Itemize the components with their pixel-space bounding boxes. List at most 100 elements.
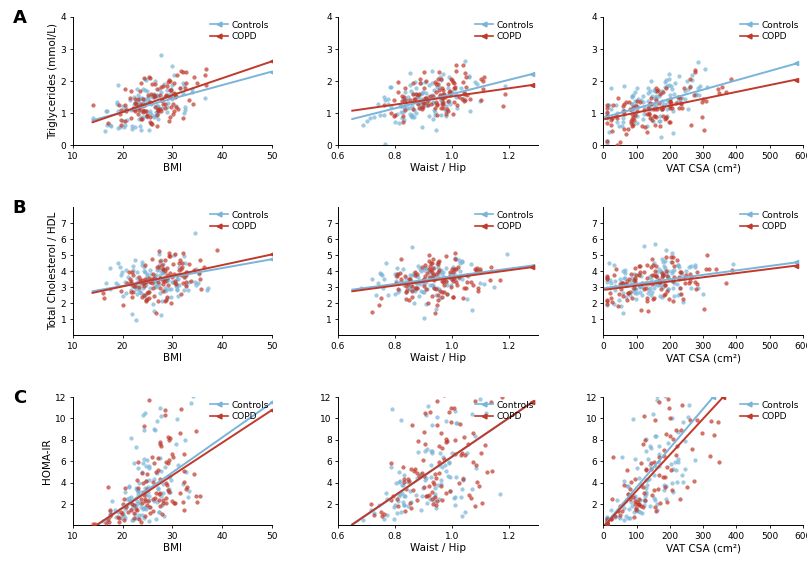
Point xyxy=(157,260,169,269)
Point xyxy=(637,502,650,511)
Point xyxy=(166,259,179,268)
Point xyxy=(456,257,469,266)
Point xyxy=(411,496,424,505)
Point xyxy=(132,483,144,492)
Point xyxy=(122,272,135,281)
Point xyxy=(180,268,193,277)
Point xyxy=(629,497,642,506)
Point xyxy=(129,99,142,108)
Point xyxy=(494,490,507,499)
Point xyxy=(663,294,675,303)
Point xyxy=(476,77,489,86)
Point xyxy=(617,476,630,485)
Point xyxy=(181,268,194,277)
Point xyxy=(192,278,205,287)
Point xyxy=(190,497,203,506)
Point xyxy=(128,93,140,102)
Point xyxy=(437,288,450,297)
Point xyxy=(179,484,192,493)
Point xyxy=(413,97,426,106)
Point xyxy=(600,101,613,110)
Point xyxy=(660,246,673,255)
Point xyxy=(637,114,650,123)
Point xyxy=(628,275,641,284)
Point xyxy=(174,489,186,498)
Point xyxy=(139,476,152,485)
Point xyxy=(398,95,411,105)
Point xyxy=(675,93,688,102)
Point xyxy=(617,108,629,117)
Point xyxy=(176,262,189,271)
Point xyxy=(146,90,159,99)
Point xyxy=(157,268,169,277)
Point xyxy=(145,119,158,128)
Point xyxy=(454,266,466,275)
Point xyxy=(656,472,669,481)
Point xyxy=(675,270,688,279)
Point xyxy=(665,249,678,258)
Point xyxy=(667,106,679,115)
Point xyxy=(648,283,661,292)
Point xyxy=(406,271,419,280)
Point xyxy=(442,407,455,416)
Point xyxy=(392,285,405,294)
Point xyxy=(118,484,131,493)
Point xyxy=(373,300,386,309)
Point xyxy=(404,498,416,507)
Point xyxy=(627,120,640,129)
Point xyxy=(111,100,123,109)
Point xyxy=(648,496,661,505)
Point xyxy=(464,259,477,268)
Point xyxy=(434,76,447,85)
Point xyxy=(138,94,151,103)
Point xyxy=(388,269,401,278)
Point xyxy=(134,288,147,297)
Point xyxy=(138,101,151,110)
Point xyxy=(625,110,638,119)
Point xyxy=(600,519,613,528)
Point xyxy=(640,476,653,485)
Point xyxy=(152,260,165,270)
Point xyxy=(395,275,408,284)
Point xyxy=(148,76,161,85)
Point xyxy=(616,453,629,462)
Point xyxy=(140,111,153,120)
Point xyxy=(716,83,729,92)
Point xyxy=(144,73,157,82)
Point xyxy=(632,94,645,103)
Point xyxy=(629,492,642,501)
Point xyxy=(161,485,174,494)
Point xyxy=(449,84,462,93)
Point xyxy=(661,498,674,507)
Point xyxy=(120,266,133,275)
Point xyxy=(652,376,665,385)
Point xyxy=(638,106,651,115)
Point xyxy=(459,56,472,66)
X-axis label: Waist / Hip: Waist / Hip xyxy=(410,163,466,173)
Point xyxy=(605,279,618,288)
Point xyxy=(600,519,613,528)
Y-axis label: Total Cholesterol / HDL: Total Cholesterol / HDL xyxy=(48,212,58,331)
Point xyxy=(129,256,142,265)
Point xyxy=(652,85,665,94)
Point xyxy=(666,478,679,487)
Point xyxy=(600,517,613,526)
Point xyxy=(131,484,144,493)
Point xyxy=(89,520,102,529)
Point xyxy=(170,439,183,448)
Point xyxy=(667,272,680,281)
Point xyxy=(445,87,458,96)
Point xyxy=(416,122,429,131)
Point xyxy=(399,271,412,280)
Point xyxy=(414,307,427,316)
Point xyxy=(419,475,432,484)
Point xyxy=(444,270,457,279)
Point xyxy=(495,393,508,402)
Point xyxy=(153,257,166,266)
Point xyxy=(672,455,685,464)
Point xyxy=(132,94,144,103)
Point xyxy=(643,475,656,484)
Point xyxy=(151,107,164,116)
Point xyxy=(484,398,497,407)
Point xyxy=(137,101,150,110)
